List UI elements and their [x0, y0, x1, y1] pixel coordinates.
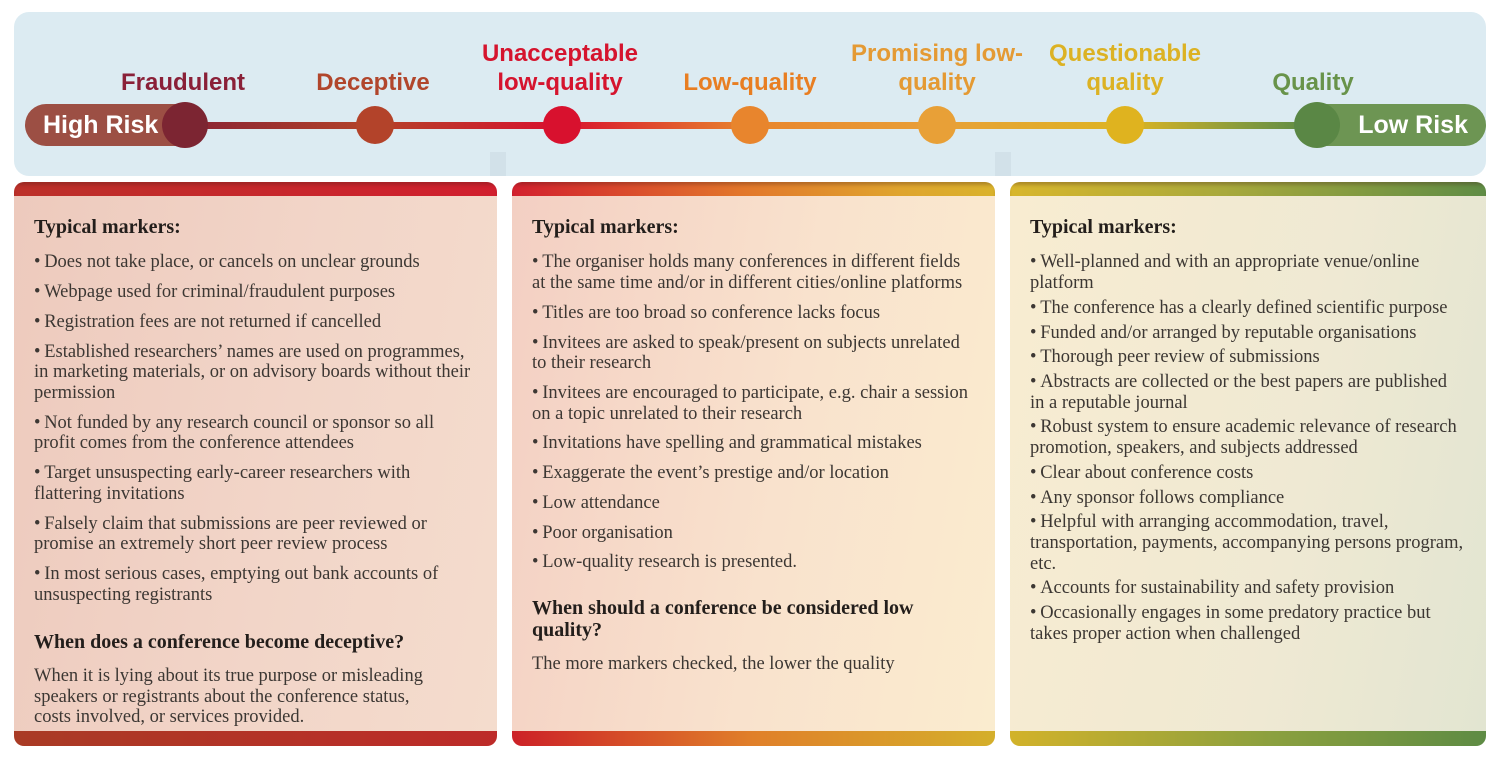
stage-label-low-quality: Low-quality	[683, 69, 817, 97]
stage-dot-quality	[1294, 102, 1340, 148]
stage-dot-low-quality	[731, 106, 769, 144]
bullet-item: Any sponsor follows compliance	[1030, 488, 1466, 509]
bullet-item: Established researchers’ names are used …	[34, 342, 477, 404]
bullet-list: The organiser holds many conferences in …	[532, 252, 975, 573]
bullet-item: Invitations have spelling and grammatica…	[532, 433, 975, 454]
stage-dot-promising	[918, 106, 956, 144]
panel-low-quality: Typical markers: The organiser holds man…	[512, 182, 995, 746]
stage-label-promising: Promising low-quality	[850, 40, 1023, 97]
bullet-item: Target unsuspecting early-career researc…	[34, 463, 477, 504]
panel-subheading: When should a conference be considered l…	[532, 597, 914, 642]
panel-fraudulent: Typical markers: Does not take place, or…	[14, 182, 497, 746]
bullet-item: Helpful with arranging accommodation, tr…	[1030, 512, 1466, 574]
panel-top-bar	[1010, 182, 1486, 196]
bullet-item: Low attendance	[532, 493, 975, 514]
panel-subheading: When does a conference become deceptive?	[34, 631, 405, 654]
panel-top-bar	[512, 182, 995, 196]
stage-dot-fraudulent	[162, 102, 208, 148]
panel-quality: Typical markers: Well-planned and with a…	[1010, 182, 1486, 746]
bullet-item: Well-planned and with an appropriate ven…	[1030, 252, 1466, 293]
stage-label-deceptive: Deceptive	[316, 69, 430, 97]
panel-gap-notch	[490, 152, 506, 176]
bullet-item: Titles are too broad so conference lacks…	[532, 303, 975, 324]
bullet-item: Thorough peer review of submissions	[1030, 347, 1466, 368]
stage-dot-deceptive	[356, 106, 394, 144]
bullet-item: Funded and/or arranged by reputable orga…	[1030, 323, 1466, 344]
panel-paragraph: When it is lying about its true purpose …	[34, 665, 423, 728]
panel-body: Typical markers: Does not take place, or…	[14, 196, 497, 731]
panel-bottom-bar	[512, 731, 995, 746]
bullet-item: Occasionally engages in some predatory p…	[1030, 603, 1466, 644]
bullet-item: Invitees are asked to speak/present on s…	[532, 333, 975, 374]
bullet-item: Invitees are encouraged to participate, …	[532, 383, 975, 424]
stage-label-fraudulent: Fraudulent	[121, 69, 245, 97]
risk-spectrum-band: Fraudulent Deceptive Unacceptable low-qu…	[14, 12, 1486, 176]
bullet-item: Low-quality research is presented.	[532, 552, 975, 573]
stage-dot-unacceptable	[543, 106, 581, 144]
bullet-item: Exaggerate the event’s prestige and/or l…	[532, 463, 975, 484]
panel-gap-notch	[995, 152, 1011, 176]
panel-bottom-bar	[1010, 731, 1486, 746]
bullet-item: Clear about conference costs	[1030, 463, 1466, 484]
bullet-item: In most serious cases, emptying out bank…	[34, 564, 477, 605]
bullet-item: Registration fees are not returned if ca…	[34, 312, 477, 333]
bullet-list: Does not take place, or cancels on uncle…	[34, 252, 477, 605]
panel-heading: Typical markers:	[532, 216, 679, 238]
bullet-item: The conference has a clearly defined sci…	[1030, 298, 1466, 319]
bullet-item: The organiser holds many conferences in …	[532, 252, 975, 293]
panel-heading: Typical markers:	[1030, 216, 1177, 238]
panel-body: Typical markers: The organiser holds man…	[512, 196, 995, 731]
bullet-item: Webpage used for criminal/fraudulent pur…	[34, 282, 477, 303]
panel-paragraph: The more markers checked, the lower the …	[532, 653, 895, 674]
bullet-list: Well-planned and with an appropriate ven…	[1030, 252, 1466, 644]
bullet-item: Does not take place, or cancels on uncle…	[34, 252, 477, 273]
stage-label-quality: Quality	[1272, 69, 1354, 97]
bullet-item: Poor organisation	[532, 523, 975, 544]
panel-body: Typical markers: Well-planned and with a…	[1010, 196, 1486, 731]
panel-top-bar	[14, 182, 497, 196]
bullet-item: Accounts for sustainability and safety p…	[1030, 578, 1466, 599]
bullet-item: Robust system to ensure academic relevan…	[1030, 417, 1466, 458]
stage-label-unacceptable: Unacceptable low-quality	[481, 40, 639, 97]
panel-heading: Typical markers:	[34, 216, 181, 238]
bullet-item: Not funded by any research council or sp…	[34, 413, 477, 454]
stage-dot-questionable	[1106, 106, 1144, 144]
panel-bottom-bar	[14, 731, 497, 746]
bullet-item: Falsely claim that submissions are peer …	[34, 514, 477, 555]
stage-label-questionable: Questionable quality	[1048, 40, 1202, 97]
bullet-item: Abstracts are collected or the best pape…	[1030, 372, 1466, 413]
